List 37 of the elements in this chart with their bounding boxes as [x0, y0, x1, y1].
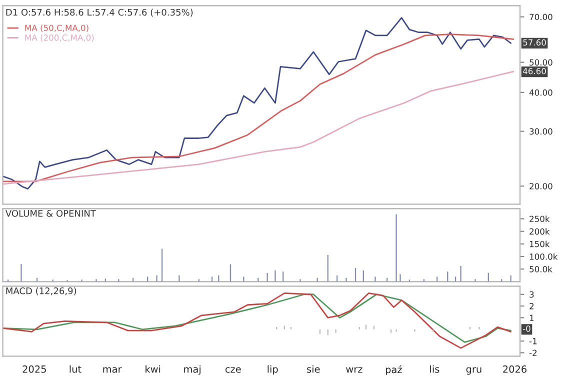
x-tick-label: 2025 — [22, 365, 46, 373]
annotation: 46.60 — [523, 68, 546, 74]
x-tick-label: gru — [466, 367, 482, 375]
y-tick-label: 250k — [530, 216, 550, 222]
chart-title: MACD (12,26,9) — [6, 287, 76, 296]
annotation: 57.60 — [523, 39, 546, 46]
y-tick-label: 150k — [530, 240, 550, 248]
line-series — [2, 70, 514, 185]
y-tick-label: 200k — [530, 228, 550, 235]
x-tick-label: cze — [225, 367, 241, 373]
y-tick-label: 40.00 — [529, 89, 552, 96]
legend-label: MA (50,C,MA,0) — [25, 24, 88, 32]
y-tick-label: 20.00 — [530, 183, 552, 190]
y-tick-label: 50.00 — [530, 59, 552, 66]
y-tick-label: 30.00 — [530, 128, 552, 135]
x-tick-label: lip — [268, 365, 278, 375]
x-tick-label: lut — [70, 365, 82, 373]
x-tick-label: wrz — [346, 367, 362, 373]
legend-label: MA (200,C,MA,0) — [25, 34, 94, 42]
x-tick-label: paź — [386, 365, 402, 376]
y-tick-label: 100.0k — [530, 253, 558, 260]
y-tick-label: 2 — [530, 303, 534, 310]
x-tick-label: kwi — [146, 365, 160, 373]
y-tick-label: -1 — [529, 338, 537, 344]
y-tick-label: -2 — [529, 350, 537, 356]
annotation: -0 — [523, 326, 530, 332]
x-tick-label: maj — [184, 365, 200, 375]
x-tick-label: 2026 — [503, 365, 527, 373]
y-tick-label: 3 — [530, 291, 534, 298]
x-tick-label: mar — [103, 367, 122, 373]
y-tick-label: 1 — [530, 314, 534, 321]
x-tick-label: lis — [430, 365, 440, 373]
x-tick-label: sie — [307, 365, 320, 373]
chart-title: VOLUME & OPENINT — [5, 210, 96, 217]
y-tick-label: 70.00 — [530, 14, 552, 20]
y-tick-label: 50.0k — [530, 266, 552, 272]
chart-title: D1 O:57.6 H:58.6 L:57.4 C:57.6 (+0.35%) — [6, 8, 193, 17]
